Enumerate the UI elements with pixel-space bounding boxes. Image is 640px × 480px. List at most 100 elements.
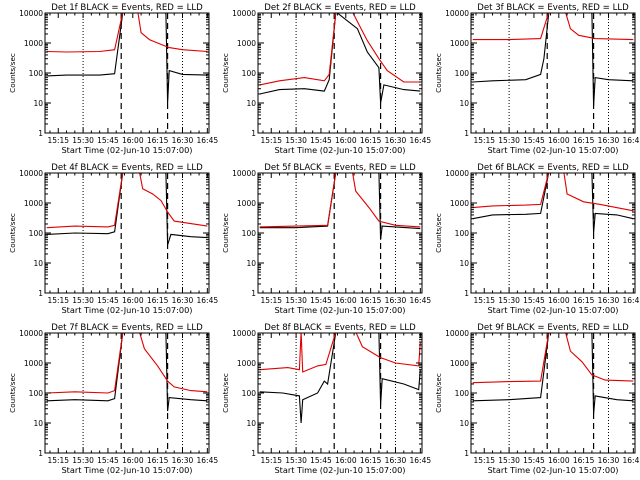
x-tick-label: 15:45 [97, 296, 119, 305]
x-tick-label: 15:15 [47, 296, 69, 305]
x-axis-label: Start Time (02-Jun-10 15:07:00) [61, 145, 192, 155]
y-tick-label: 10000 [19, 329, 43, 338]
x-tick-label: 15:15 [473, 296, 495, 305]
y-tick-label: 10 [459, 259, 469, 268]
plot-frame [257, 12, 423, 134]
x-tick-label: 16:30 [598, 456, 620, 465]
x-tick-label: 16:15 [147, 136, 169, 145]
x-tick-label: 16:30 [598, 296, 620, 305]
series-line-lld [472, 173, 634, 212]
x-tick-label: 16:30 [385, 456, 407, 465]
x-tick-label: 16:45 [623, 136, 640, 145]
y-tick-label: 1000 [237, 39, 256, 48]
y-tick-label: 10000 [19, 9, 43, 18]
x-tick-label: 16:30 [598, 136, 620, 145]
x-axis-label: Start Time (02-Jun-10 15:07:00) [274, 465, 405, 475]
series-line-lld [46, 13, 208, 53]
y-tick-label: 10000 [445, 9, 469, 18]
y-tick-label: 1000 [24, 359, 43, 368]
x-tick-label: 15:45 [523, 456, 545, 465]
y-tick-label: 1 [464, 449, 469, 458]
y-axis-label: Counts/sec [221, 213, 230, 253]
x-tick-label: 16:15 [147, 296, 169, 305]
x-tick-label: 16:15 [147, 456, 169, 465]
plot-frame [44, 12, 210, 134]
x-tick-label: 16:00 [122, 296, 144, 305]
x-tick-label: 15:30 [285, 296, 307, 305]
panel-det-6: Det 6f BLACK = Events, RED = LLD 1 10 100 10… [434, 163, 640, 315]
y-tick-label: 1 [251, 289, 256, 298]
series-line-lld [259, 333, 421, 373]
panel-det-7: Det 7f BLACK = Events, RED = LLD 1 10 100 10… [8, 323, 218, 475]
x-tick-label: 16:00 [122, 456, 144, 465]
x-tick-label: 15:15 [47, 456, 69, 465]
x-axis-label: Start Time (02-Jun-10 15:07:00) [274, 145, 405, 155]
y-tick-label: 100 [242, 69, 257, 78]
x-tick-label: 15:45 [97, 456, 119, 465]
x-tick-label: 16:00 [122, 136, 144, 145]
y-tick-label: 1000 [450, 39, 469, 48]
x-tick-label: 15:15 [473, 136, 495, 145]
x-tick-label: 16:00 [335, 136, 357, 145]
y-axis-label: Counts/sec [221, 373, 230, 413]
series-line-events [46, 13, 208, 104]
x-axis-label: Start Time (02-Jun-10 15:07:00) [61, 305, 192, 315]
x-tick-label: 16:45 [197, 296, 219, 305]
panel-title: Det 7f BLACK = Events, RED = LLD [51, 323, 203, 333]
series-line-lld [472, 333, 634, 384]
plot-frame [44, 332, 210, 454]
y-tick-label: 100 [455, 389, 470, 398]
x-tick-label: 15:45 [310, 136, 332, 145]
panel-title: Det 8f BLACK = Events, RED = LLD [264, 323, 416, 333]
x-tick-label: 16:00 [548, 296, 570, 305]
x-tick-label: 15:45 [310, 456, 332, 465]
y-axis-label: Counts/sec [434, 213, 443, 253]
y-tick-label: 10000 [232, 9, 256, 18]
x-tick-label: 16:30 [172, 456, 194, 465]
x-tick-label: 16:00 [335, 456, 357, 465]
y-axis-label: Counts/sec [434, 373, 443, 413]
y-tick-label: 100 [242, 389, 257, 398]
x-axis-label: Start Time (02-Jun-10 15:07:00) [487, 145, 618, 155]
panel-det-1: Det 1f BLACK = Events, RED = LLD 1 10 100 10… [8, 3, 218, 155]
panel-title: Det 6f BLACK = Events, RED = LLD [477, 163, 629, 173]
x-tick-label: 16:45 [197, 136, 219, 145]
y-tick-label: 10 [246, 99, 256, 108]
series-line-events [472, 333, 634, 415]
x-tick-label: 15:30 [285, 136, 307, 145]
x-tick-label: 15:15 [473, 456, 495, 465]
y-tick-label: 1000 [237, 359, 256, 368]
x-tick-label: 15:30 [72, 456, 94, 465]
y-axis-label: Counts/sec [8, 373, 17, 413]
y-tick-label: 1000 [450, 359, 469, 368]
x-tick-label: 16:00 [548, 456, 570, 465]
y-tick-label: 100 [29, 69, 44, 78]
panel-title: Det 3f BLACK = Events, RED = LLD [477, 3, 629, 13]
panel-title: Det 2f BLACK = Events, RED = LLD [264, 3, 416, 13]
series-line-lld [259, 173, 421, 228]
y-tick-label: 1000 [450, 199, 469, 208]
x-tick-label: 15:30 [72, 136, 94, 145]
y-tick-label: 10000 [445, 169, 469, 178]
x-tick-label: 16:45 [410, 296, 432, 305]
x-tick-label: 15:30 [285, 456, 307, 465]
y-tick-label: 1 [251, 129, 256, 138]
x-tick-label: 15:30 [498, 456, 520, 465]
x-tick-label: 16:15 [573, 136, 595, 145]
y-tick-label: 1 [38, 449, 43, 458]
y-tick-label: 10000 [19, 169, 43, 178]
x-tick-label: 16:00 [335, 296, 357, 305]
y-tick-label: 10 [459, 99, 469, 108]
y-tick-label: 10 [246, 419, 256, 428]
x-tick-label: 15:15 [260, 456, 282, 465]
y-tick-label: 100 [242, 229, 257, 238]
series-line-events [259, 333, 421, 424]
x-tick-label: 16:45 [623, 296, 640, 305]
panel-title: Det 4f BLACK = Events, RED = LLD [51, 163, 203, 173]
x-tick-label: 15:45 [523, 136, 545, 145]
y-axis-label: Counts/sec [221, 53, 230, 93]
x-axis-label: Start Time (02-Jun-10 15:07:00) [487, 465, 618, 475]
y-tick-label: 10000 [445, 329, 469, 338]
x-tick-label: 16:15 [360, 456, 382, 465]
series-line-events [46, 173, 208, 246]
